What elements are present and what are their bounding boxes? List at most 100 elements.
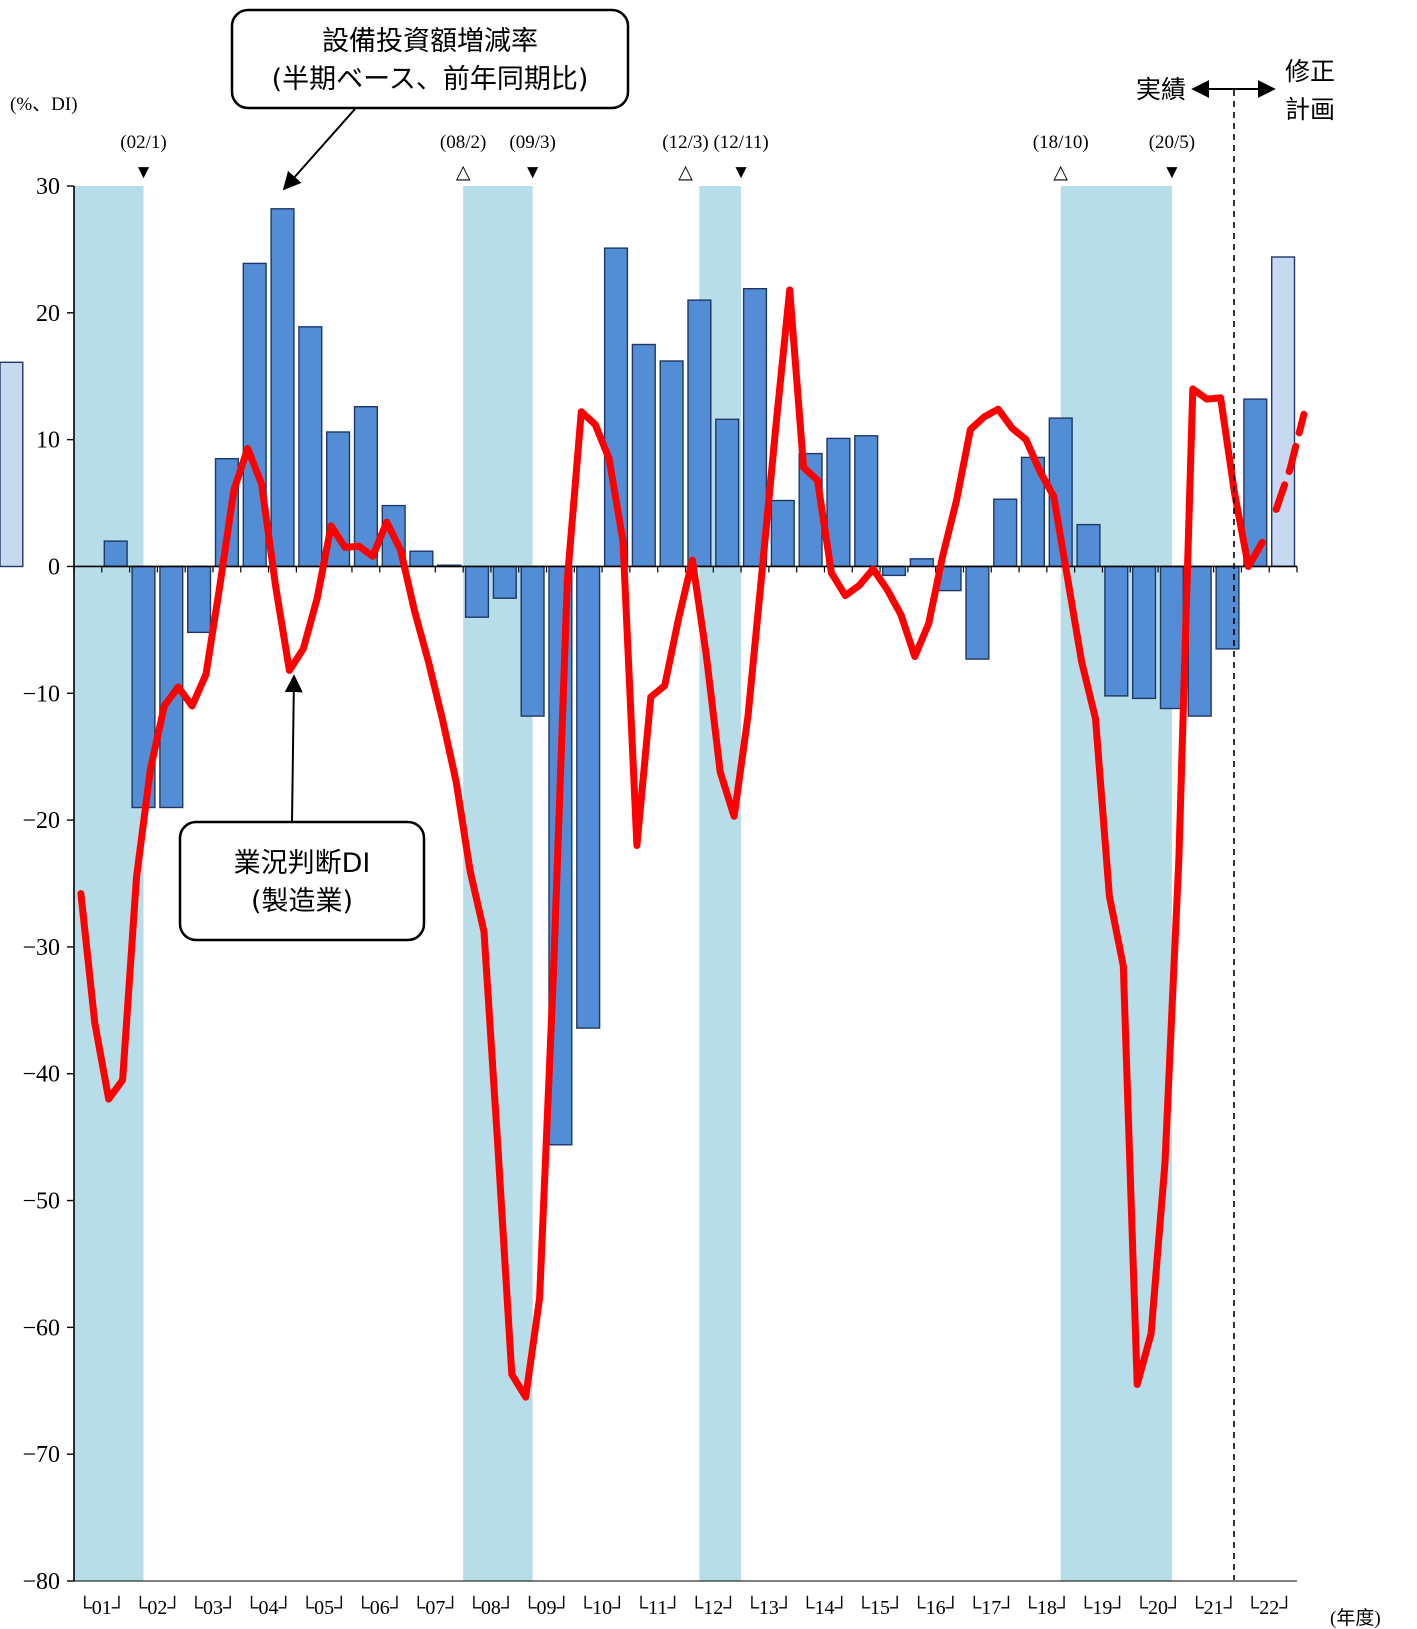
x-tick-label: └14┘ xyxy=(800,1595,848,1619)
di-callout-arrow xyxy=(284,674,303,823)
peak-marker-icon: △ xyxy=(1053,162,1068,183)
x-unit-label: (年度) xyxy=(1330,1607,1381,1629)
bar-05H1 xyxy=(298,326,323,568)
x-tick-label: └07┘ xyxy=(411,1595,459,1619)
x-axis: └01┘ └02┘ └03┘ └04┘ └05┘ └06┘ └07┘ └08┘ └09┘ └10┘… xyxy=(73,565,1298,1619)
x-tick-label: └20┘ xyxy=(1134,1595,1182,1619)
turning-point-date: (02/1) xyxy=(120,132,166,153)
recession-band-4 xyxy=(1060,186,1172,1581)
x-tick-label: └22┘ xyxy=(1245,1595,1293,1619)
peak-marker-icon: △ xyxy=(678,162,693,183)
bar-07H1 xyxy=(409,550,434,568)
di-callout: 業況判断DI (製造業) xyxy=(178,674,426,942)
capex-callout: 設備投資額増減率 (半期ベース、前年同期比) xyxy=(230,8,630,191)
x-tick-label: └11┘ xyxy=(634,1595,682,1619)
trough-marker-icon: ▼ xyxy=(523,162,542,183)
y-tick-label: −80 xyxy=(22,1569,60,1595)
bar-17H1 xyxy=(965,565,990,660)
y-tick-label: 20 xyxy=(36,301,60,327)
bar-15H1 xyxy=(854,435,879,568)
bar-04H2 xyxy=(270,208,295,568)
y-tick-label: −20 xyxy=(22,808,60,834)
y-tick-label: −30 xyxy=(22,935,60,961)
di-callout-line1: 業況判断DI xyxy=(234,848,371,879)
x-tick-label: └12┘ xyxy=(689,1595,737,1619)
x-tick-label: └19┘ xyxy=(1078,1595,1126,1619)
y-tick-label: −10 xyxy=(22,681,60,707)
x-tick-label: └10┘ xyxy=(578,1595,626,1619)
x-tick-label: └18┘ xyxy=(1023,1595,1071,1619)
bar-11H1 xyxy=(631,343,656,568)
y-tick-label: −70 xyxy=(22,1442,60,1468)
bar-11H2 xyxy=(659,360,684,568)
x-tick-label: └03┘ xyxy=(189,1595,237,1619)
actual-label: 実績 xyxy=(1136,75,1186,104)
di-forecast-line xyxy=(1272,410,1308,513)
capex-callout-line2: (半期ベース、前年同期比) xyxy=(272,64,589,95)
y-tick-label: −40 xyxy=(22,1062,60,1088)
x-tick-label: └13┘ xyxy=(745,1595,793,1619)
x-tick-label: └04┘ xyxy=(244,1595,292,1619)
turning-point-date: (09/3) xyxy=(509,132,555,153)
bar-21H2 xyxy=(1215,565,1240,650)
bar-19H2 xyxy=(1104,565,1129,697)
y-axis: 30 20 10 0 −10 −20 −30 −40 −50 −60 −70 −80 xyxy=(22,174,75,1595)
y-tick-label: 10 xyxy=(36,428,60,454)
turning-point-date: (12/11) xyxy=(713,132,768,153)
plan-label-line1: 修正 xyxy=(1285,57,1335,86)
bar-19H1 xyxy=(1076,523,1101,568)
marker-layer: (02/1) ▼ (08/2) △ (09/3) ▼ (12/3) △ (12/11) ▼ (18/… xyxy=(120,132,1195,183)
capex-callout-line1: 設備投資額増減率 xyxy=(322,26,538,57)
bar-22H2 xyxy=(1270,256,1296,568)
line-layer xyxy=(77,286,1308,1401)
x-tick-label: └01┘ xyxy=(78,1595,126,1619)
bar-08H1 xyxy=(464,565,490,618)
turning-point-date: (18/10) xyxy=(1033,132,1089,153)
trough-marker-icon: ▼ xyxy=(134,162,153,183)
plan-label-line2: 計画 xyxy=(1285,95,1335,124)
bar-21H1 xyxy=(1187,565,1212,717)
turning-point-date: (20/5) xyxy=(1149,132,1195,153)
bar-17H2 xyxy=(993,498,1018,568)
bar-12H1 xyxy=(687,299,712,568)
y-tick-label: 30 xyxy=(36,174,60,200)
bar-09H1 xyxy=(520,565,545,717)
y-tick-label: −60 xyxy=(22,1315,60,1341)
bar-03H1 xyxy=(186,565,212,634)
bar-15H2 xyxy=(881,565,907,577)
x-tick-label: └09┘ xyxy=(522,1595,570,1619)
y-tick-label: 0 xyxy=(48,554,60,580)
trough-marker-icon: ▼ xyxy=(732,162,751,183)
x-tick-label: └05┘ xyxy=(300,1595,348,1619)
di-callout-line2: (製造業) xyxy=(251,886,353,917)
x-tick-label: └21┘ xyxy=(1189,1595,1237,1619)
peak-marker-icon: △ xyxy=(456,162,471,183)
bar-08H2 xyxy=(492,565,517,599)
x-tick-label: └08┘ xyxy=(467,1595,515,1619)
bar-16H1 xyxy=(909,558,934,568)
bar-04H1 xyxy=(242,262,267,568)
turning-point-date: (08/2) xyxy=(440,132,486,153)
bar-06H1 xyxy=(353,406,378,568)
shading-layer xyxy=(74,186,1172,1581)
bar-12H2 xyxy=(715,418,740,568)
y-unit-label: (%、DI) xyxy=(10,94,78,115)
x-tick-label: └15┘ xyxy=(856,1595,904,1619)
bar-20H2 xyxy=(1159,565,1184,710)
bar-01H2 xyxy=(103,540,128,568)
x-tick-label: └17┘ xyxy=(967,1595,1015,1619)
bar-layer xyxy=(0,208,1296,1146)
turning-point-date: (12/3) xyxy=(662,132,708,153)
y-tick-label: −50 xyxy=(22,1189,60,1215)
x-tick-label: └16┘ xyxy=(911,1595,959,1619)
recession-band-1 xyxy=(74,186,144,1581)
bar- xyxy=(0,361,24,568)
x-tick-label: └02┘ xyxy=(133,1595,181,1619)
bar-20H1 xyxy=(1131,565,1157,700)
bar-13H2 xyxy=(770,499,795,568)
capex-callout-arrow xyxy=(282,108,356,191)
di-line xyxy=(77,286,1266,1401)
trough-marker-icon: ▼ xyxy=(1163,162,1182,183)
bar-10H1 xyxy=(576,565,601,1029)
